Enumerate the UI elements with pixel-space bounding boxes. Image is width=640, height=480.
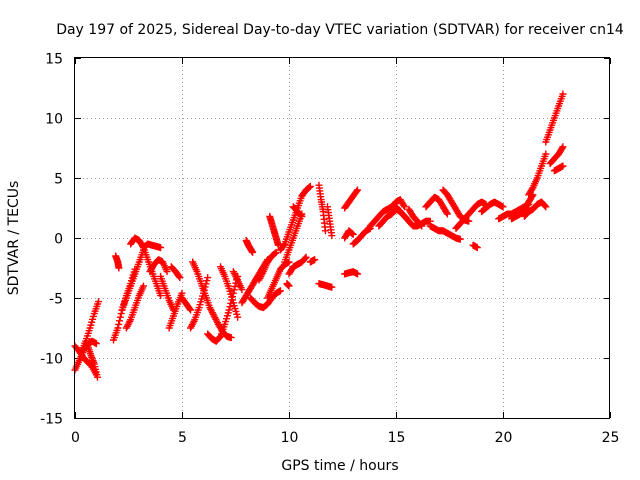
data-point — [116, 313, 124, 321]
data-point — [116, 317, 124, 325]
data-point — [349, 230, 357, 238]
data-point — [353, 186, 361, 194]
y-axis-label: SDTVAR / TECUs — [6, 181, 22, 296]
data-point — [234, 313, 242, 321]
data-point — [418, 222, 426, 230]
data-point — [456, 235, 464, 243]
data-point — [115, 320, 123, 328]
data-point — [139, 282, 147, 290]
data-point — [328, 232, 336, 240]
data-point — [271, 249, 279, 257]
data-point — [95, 298, 103, 306]
data-point — [559, 90, 567, 98]
data-point — [541, 202, 549, 210]
data-point — [272, 248, 280, 256]
data-point — [298, 212, 306, 220]
data-points — [71, 90, 567, 381]
y-tick-label: 0 — [54, 232, 63, 248]
data-point — [328, 283, 336, 291]
data-point — [231, 282, 239, 290]
data-point — [157, 292, 165, 300]
data-point — [227, 334, 235, 342]
data-point — [301, 254, 309, 262]
data-point — [321, 227, 329, 235]
data-point — [285, 282, 293, 290]
x-tick-label: 25 — [602, 430, 620, 446]
y-tick-label: -5 — [49, 292, 63, 308]
x-axis-label: GPS time / hours — [281, 458, 398, 474]
data-point — [203, 277, 211, 285]
data-point — [306, 183, 314, 191]
data-point — [114, 324, 122, 332]
data-point — [93, 373, 101, 381]
data-point — [353, 187, 361, 195]
y-tick-label: 5 — [54, 172, 63, 188]
x-tick-label: 0 — [71, 430, 80, 446]
data-point — [117, 310, 125, 318]
data-point — [157, 244, 165, 252]
x-tick-label: 10 — [281, 430, 299, 446]
data-point — [204, 274, 212, 282]
x-tick-label: 5 — [178, 430, 187, 446]
data-point — [163, 268, 171, 276]
data-point — [465, 217, 473, 225]
data-point — [353, 270, 361, 278]
data-point — [401, 203, 409, 211]
data-point — [311, 256, 319, 264]
data-point — [417, 221, 425, 229]
y-tick-label: -15 — [40, 412, 63, 428]
data-point — [92, 340, 100, 348]
data-point — [302, 253, 310, 261]
data-point — [280, 241, 288, 249]
data-point — [115, 264, 123, 272]
data-point — [297, 211, 305, 219]
data-point — [306, 182, 314, 190]
data-point — [176, 274, 184, 282]
data-point — [226, 303, 234, 311]
plot-frame — [74, 57, 610, 419]
data-point — [559, 143, 567, 151]
x-axis-ticks: 0 5 10 15 20 25 — [71, 58, 619, 446]
y-axis-ticks: -15 -10 -5 0 5 10 15 — [40, 52, 610, 428]
data-point — [473, 244, 481, 252]
data-point — [400, 201, 408, 209]
data-point — [443, 209, 451, 217]
data-point — [175, 272, 183, 280]
data-point — [558, 144, 566, 152]
data-point — [187, 306, 195, 314]
data-point — [559, 162, 567, 170]
data-point — [499, 203, 507, 211]
data-point — [348, 230, 356, 238]
data-point — [443, 210, 451, 218]
x-tick-label: 20 — [495, 430, 513, 446]
data-point — [276, 287, 284, 295]
chart-title: Day 197 of 2025, Sidereal Day-to-day VTE… — [56, 22, 624, 38]
data-point — [186, 305, 194, 313]
x-tick-label: 15 — [388, 430, 406, 446]
y-tick-label: 15 — [45, 52, 63, 68]
data-point — [238, 286, 246, 294]
data-point — [225, 306, 233, 314]
y-tick-label: 10 — [45, 112, 63, 128]
data-point — [249, 248, 257, 256]
grid — [75, 58, 610, 418]
y-tick-label: -10 — [40, 352, 63, 368]
data-point — [542, 203, 550, 211]
data-point — [230, 286, 238, 294]
data-point — [542, 150, 550, 158]
